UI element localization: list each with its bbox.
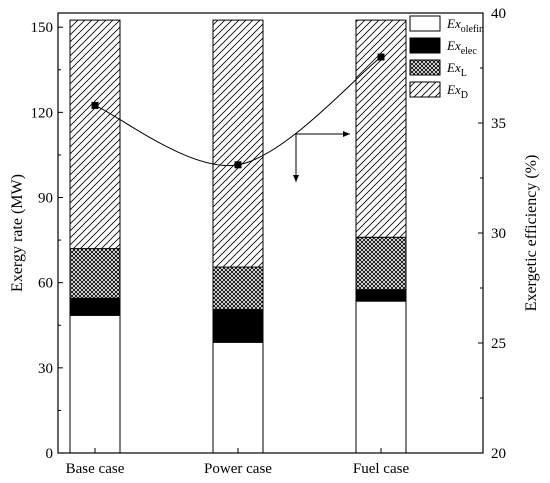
category-labels: Base case Power case Fuel case [66, 448, 410, 477]
bar-D-2 [212, 19, 264, 268]
legend-swatch-L [409, 59, 441, 76]
legend-label-L: ExL [446, 60, 467, 79]
y-tick-label: 90 [38, 191, 53, 207]
plot-frame [57, 12, 484, 454]
left-axis: 0 30 60 90 120 150 [31, 20, 63, 462]
bar-elec-3 [355, 289, 407, 302]
y-axis-title: Exergy rate (MW) [9, 174, 26, 292]
y-tick-label: 120 [31, 105, 54, 121]
category-label: Power case [204, 461, 272, 477]
y-tick-label: 150 [31, 20, 54, 36]
bar-olefin-3 [355, 300, 407, 454]
efficiency-point-1 [91, 101, 99, 109]
y-tick-label: 60 [38, 276, 53, 292]
legend-label-olefin: Exolefin [446, 16, 484, 35]
bar-L-1 [69, 248, 121, 299]
y-tick-label: 0 [46, 446, 54, 462]
right-axis: 20 25 30 35 40 [478, 6, 506, 462]
legend-swatch-elec [409, 37, 441, 54]
bar-L-2 [212, 266, 264, 311]
bar-D-1 [69, 19, 121, 250]
y2-tick-label: 20 [491, 446, 506, 462]
bar-D-3 [355, 19, 407, 238]
axis-indicator-arrows [293, 131, 350, 182]
category-label: Fuel case [353, 461, 410, 477]
category-label: Base case [66, 461, 125, 477]
efficiency-point-3 [377, 53, 385, 61]
legend-swatch-D [409, 81, 441, 98]
efficiency-point-2 [234, 161, 242, 169]
y2-tick-label: 25 [491, 336, 506, 352]
y2-tick-label: 35 [491, 116, 506, 132]
legend-swatch-olefin [409, 15, 441, 32]
efficiency-line-layer [91, 53, 385, 169]
bars-layer [69, 19, 407, 454]
y2-tick-label: 40 [491, 6, 506, 22]
legend-label-D: ExD [446, 82, 468, 101]
bar-elec-1 [69, 297, 121, 316]
bar-olefin-1 [69, 314, 121, 454]
y-tick-label: 30 [38, 361, 53, 377]
y2-axis-title: Exergetic efficiency (%) [523, 155, 540, 312]
legend-label-elec: Exelec [446, 38, 477, 57]
legend: Exolefin Exelec ExL ExD [409, 15, 484, 101]
y2-tick-label: 30 [491, 226, 506, 242]
bar-olefin-2 [212, 341, 264, 454]
bar-elec-2 [212, 309, 264, 343]
bar-L-3 [355, 236, 407, 291]
